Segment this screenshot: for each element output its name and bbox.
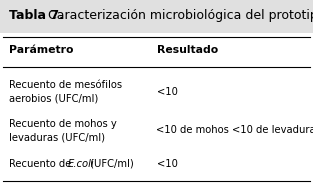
FancyBboxPatch shape	[0, 0, 313, 33]
Text: Caracterización microbiológica del prototipo 527: Caracterización microbiológica del proto…	[44, 9, 313, 22]
Text: Recuento de: Recuento de	[9, 159, 75, 169]
Text: <10 de mohos <10 de levaduras: <10 de mohos <10 de levaduras	[156, 125, 313, 135]
Text: E.coli: E.coli	[68, 159, 95, 169]
Text: Recuento de mesófilos
aerobios (UFC/ml): Recuento de mesófilos aerobios (UFC/ml)	[9, 80, 122, 103]
Text: <10: <10	[156, 159, 177, 169]
Text: (UFC/ml): (UFC/ml)	[87, 159, 134, 169]
Text: <10: <10	[156, 87, 177, 97]
Text: Resultado: Resultado	[156, 45, 218, 55]
Text: Parámetro: Parámetro	[9, 45, 74, 55]
Text: Tabla 7.: Tabla 7.	[9, 9, 64, 22]
Text: Recuento de mohos y
levaduras (UFC/ml): Recuento de mohos y levaduras (UFC/ml)	[9, 119, 117, 142]
